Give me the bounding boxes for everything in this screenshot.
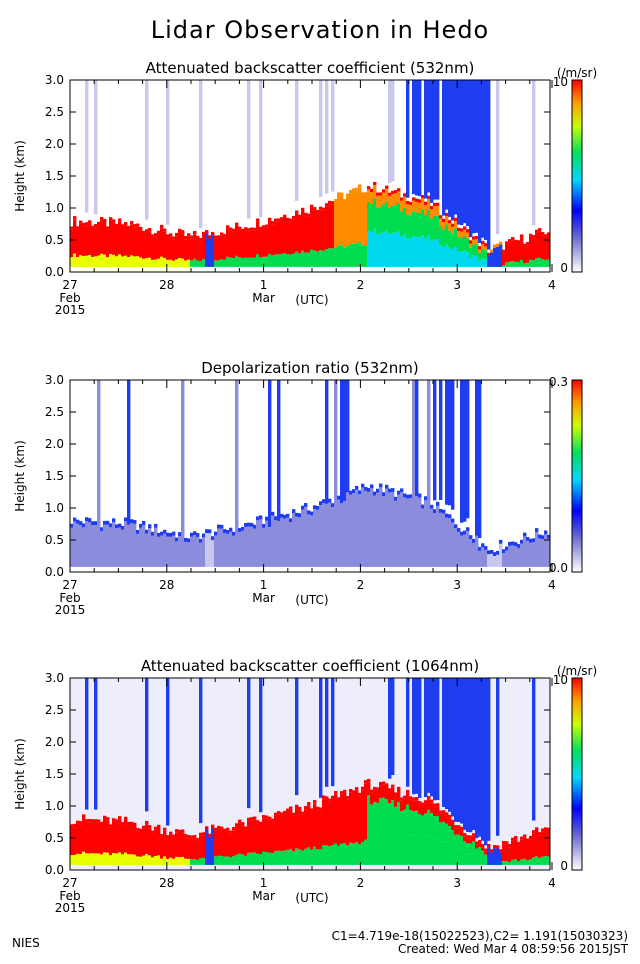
x-tick-sublabel: Feb	[59, 291, 80, 305]
y-axis-label: Height (km)	[13, 738, 27, 809]
institution-label: NIES	[12, 936, 40, 950]
y-tick-label: 0.5	[45, 533, 64, 547]
y-tick-label: 1.5	[45, 767, 64, 781]
x-axis-label: (UTC)	[295, 293, 328, 307]
x-tick-sublabel: Mar	[252, 291, 275, 305]
colorbar-max-label: 10	[553, 75, 568, 89]
y-tick-label: 0.0	[45, 863, 64, 877]
y-tick-label: 3.0	[45, 73, 64, 87]
x-year-label: 2015	[55, 303, 86, 317]
y-tick-label: 1.0	[45, 501, 64, 515]
colorbar-unit: (/m/sr)	[557, 664, 597, 678]
x-tick-label: 3	[453, 876, 461, 890]
y-tick-label: 0.0	[45, 565, 64, 579]
x-tick-label: 28	[159, 278, 174, 292]
x-tick-label: 28	[159, 876, 174, 890]
x-tick-label: 4	[548, 278, 556, 292]
x-tick-label: 4	[548, 876, 556, 890]
x-tick-label: 27	[62, 876, 77, 890]
y-tick-label: 0.5	[45, 831, 64, 845]
heatmap	[70, 80, 551, 267]
x-tick-label: 3	[453, 578, 461, 592]
y-tick-label: 1.5	[45, 469, 64, 483]
colorbar-min-label: 0.0	[549, 561, 568, 575]
x-tick-label: 28	[159, 578, 174, 592]
y-tick-label: 1.5	[45, 169, 64, 183]
x-axis-label: (UTC)	[295, 593, 328, 607]
y-axis-label: Height (km)	[13, 140, 27, 211]
colorbar-max-label: 10	[553, 673, 568, 687]
x-tick-label: 27	[62, 278, 77, 292]
colorbar-min-label: 0	[560, 859, 568, 873]
panel-1: Attenuated backscatter coefficient (532n…	[13, 59, 597, 317]
calibration-note: C1=4.719e-18(15022523),C2= 1.191(1503032…	[332, 929, 628, 943]
x-tick-label: 2	[357, 578, 365, 592]
y-tick-label: 2.5	[45, 405, 64, 419]
y-axis-label: Height (km)	[13, 440, 27, 511]
panel-title: Attenuated backscatter coefficient (1064…	[141, 657, 479, 675]
colorbar-unit: (/m/sr)	[557, 66, 597, 80]
x-tick-label: 2	[357, 278, 365, 292]
y-tick-label: 1.0	[45, 201, 64, 215]
created-note: Created: Wed Mar 4 08:59:56 2015JST	[398, 942, 629, 956]
colorbar-min-label: 0	[560, 261, 568, 275]
x-tick-label: 1	[260, 278, 268, 292]
colorbar-scale	[571, 677, 583, 871]
panel-2: Depolarization ratio (532nm) 0.0 0.5 1.0 1.5…	[13, 359, 583, 617]
y-tick-label: 2.5	[45, 105, 64, 119]
colorbar-scale	[571, 79, 583, 273]
heatmap	[70, 380, 551, 567]
x-tick-sublabel: Mar	[252, 591, 275, 605]
x-tick-sublabel: Feb	[59, 591, 80, 605]
figure-title: Lidar Observation in Hedo	[151, 16, 490, 44]
y-tick-label: 3.0	[45, 373, 64, 387]
x-year-label: 2015	[55, 901, 86, 915]
colorbar-max-label: 0.3	[549, 375, 568, 389]
y-tick-label: 2.5	[45, 703, 64, 717]
x-axis-label: (UTC)	[295, 891, 328, 905]
y-tick-label: 2.0	[45, 137, 64, 151]
x-tick-label: 4	[548, 578, 556, 592]
y-tick-label: 2.0	[45, 437, 64, 451]
x-tick-label: 1	[260, 876, 268, 890]
y-tick-label: 2.0	[45, 735, 64, 749]
x-tick-label: 27	[62, 578, 77, 592]
panel-title: Depolarization ratio (532nm)	[201, 359, 419, 377]
colorbar: 0.3 0.0	[549, 375, 583, 575]
x-year-label: 2015	[55, 603, 86, 617]
y-tick-label: 3.0	[45, 671, 64, 685]
colorbar: 10 0 (/m/sr)	[553, 66, 597, 275]
y-tick-label: 1.0	[45, 799, 64, 813]
x-tick-sublabel: Feb	[59, 889, 80, 903]
x-tick-label: 3	[453, 278, 461, 292]
x-tick-sublabel: Mar	[252, 889, 275, 903]
panel-3: Attenuated backscatter coefficient (1064…	[13, 657, 597, 915]
colorbar-scale	[571, 379, 583, 573]
colorbar: 10 0 (/m/sr)	[553, 664, 597, 873]
x-tick-label: 2	[357, 876, 365, 890]
panel-title: Attenuated backscatter coefficient (532n…	[146, 59, 475, 77]
heatmap	[70, 678, 551, 865]
y-tick-label: 0.5	[45, 233, 64, 247]
y-tick-label: 0.0	[45, 265, 64, 279]
x-tick-label: 1	[260, 578, 268, 592]
